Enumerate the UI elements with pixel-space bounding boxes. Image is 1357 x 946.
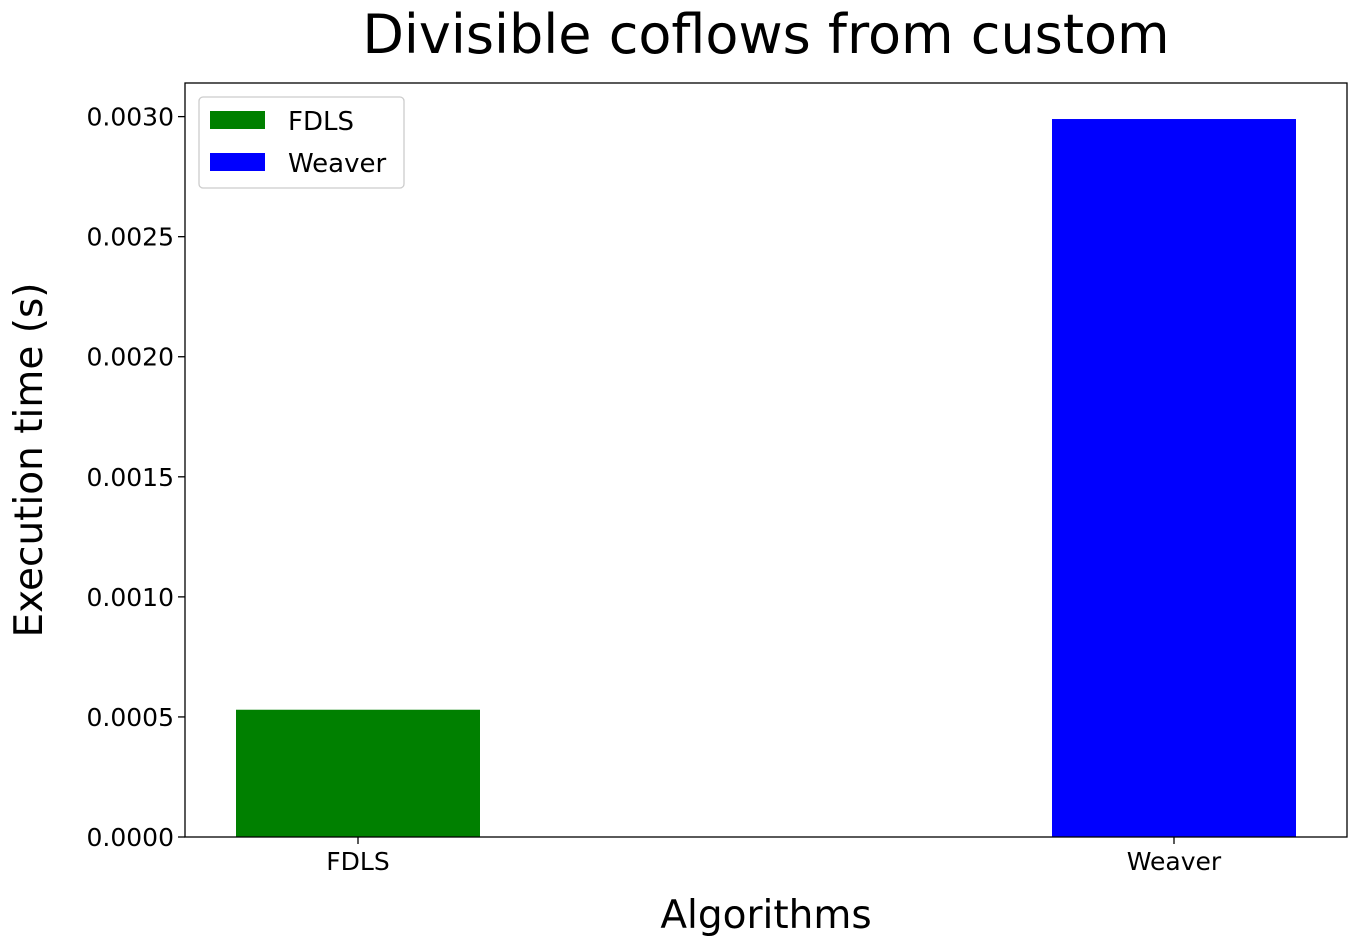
bar-weaver [1052, 119, 1296, 838]
y-tick-label: 0.0015 [87, 463, 174, 492]
plot-frame [184, 82, 1348, 838]
legend-label-fdls: FDLS [288, 107, 354, 137]
bars-group [236, 119, 1296, 838]
x-axis: FDLS Weaver [326, 837, 1222, 876]
y-tick-label: 0.0005 [87, 703, 174, 732]
y-axis-label: Execution time (s) [7, 282, 52, 637]
legend-swatch-weaver [210, 153, 265, 171]
y-axis: 0.0000 0.0005 0.0010 0.0015 0.0020 0.0025 0.00… [87, 103, 185, 852]
y-tick-label: 0.0030 [87, 103, 174, 132]
bar-fdls [236, 709, 480, 837]
legend: FDLS Weaver [198, 96, 405, 189]
y-tick-label: 0.0020 [87, 343, 174, 372]
x-tick-label: Weaver [1127, 847, 1222, 876]
legend-swatch-fdls [210, 111, 265, 129]
x-tick-label: FDLS [326, 847, 389, 876]
y-tick-label: 0.0025 [87, 223, 174, 252]
y-tick-label: 0.0000 [87, 823, 174, 852]
y-tick-label: 0.0010 [87, 583, 174, 612]
legend-label-weaver: Weaver [288, 149, 386, 179]
chart-title: Divisible coflows from custom [362, 3, 1169, 66]
x-axis-label: Algorithms [660, 893, 871, 938]
